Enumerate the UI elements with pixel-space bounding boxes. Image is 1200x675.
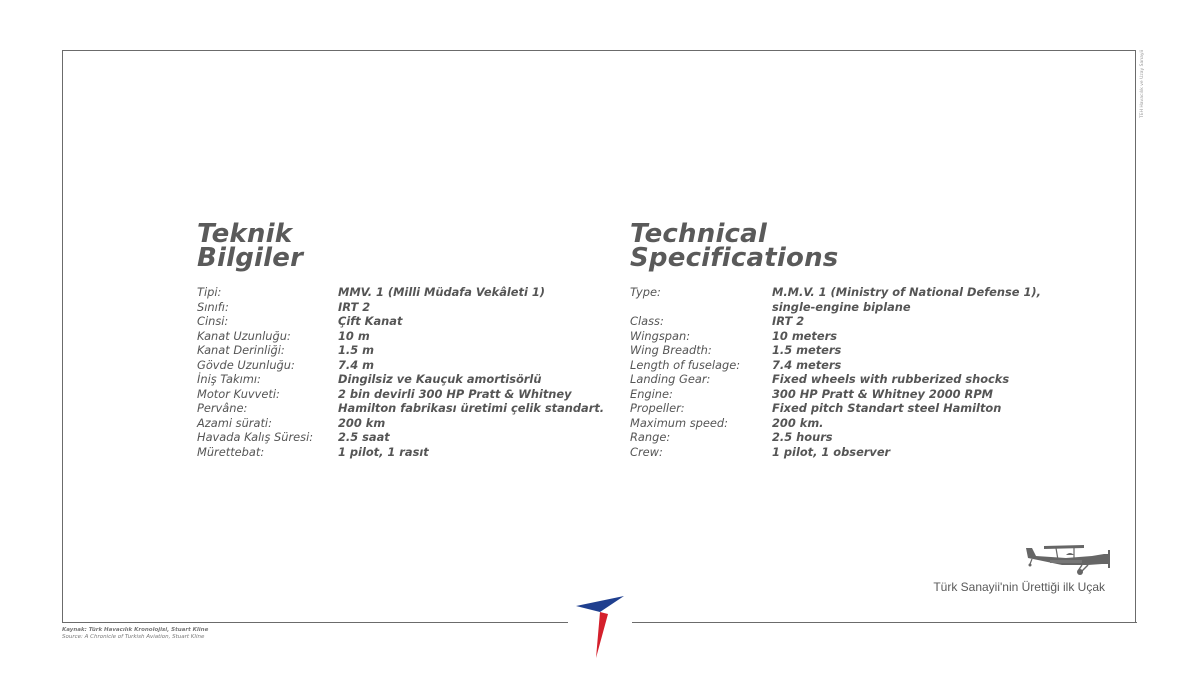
heading-english: Technical Specifications [630, 219, 839, 273]
caption: Türk Sanayii'nin Ürettiği ilk Uçak [933, 580, 1105, 594]
spec-label: İniş Takımı: [197, 372, 261, 386]
content-frame [62, 50, 1136, 622]
source-turkish: Kaynak: Türk Havacılık Kronolojisi, Stua… [62, 627, 209, 633]
source-english: Source: A Chronicle of Turkish Aviation,… [62, 634, 205, 640]
heading-line: Specifications [630, 243, 839, 273]
spec-value: IRT 2 [338, 299, 371, 314]
spec-label: Sınıfı: [197, 299, 229, 314]
spec-label: Tipi: [197, 285, 222, 299]
spec-row: Engine: 300 HP Pratt & Whitney 2000 RPM [630, 387, 1090, 402]
spec-value: Hamilton fabrikası üretimi çelik standar… [338, 401, 605, 415]
heading-line: Technical [630, 219, 768, 249]
brand-logo-icon [576, 596, 624, 658]
spec-label: Motor Kuvveti: [197, 386, 280, 401]
frame-bottom-left [62, 622, 568, 623]
spec-label: Kanat Uzunluğu: [197, 328, 291, 343]
spec-value: 300 HP Pratt & Whitney 2000 RPM [772, 386, 994, 401]
source-note: Kaynak: Türk Havacılık Kronolojisi, Stua… [62, 627, 208, 641]
spec-value: Fixed wheels with rubberized shocks [772, 372, 1010, 386]
spec-row: Wing Breadth: 1.5 meters [630, 343, 1090, 358]
spec-value: 2.5 saat [338, 430, 390, 444]
specs-list-turkish: Tipi: MMV. 1 (Milli Müdafa Vekâleti 1) Sı… [197, 285, 604, 460]
spec-value: 7.4 m [338, 357, 375, 372]
spec-value: 2 bin devirli 300 HP Pratt & Whitney [338, 386, 572, 401]
spec-row: Tipi: MMV. 1 (Milli Müdafa Vekâleti 1) [197, 285, 597, 300]
spec-value: 2.5 hours [772, 430, 833, 444]
frame-bottom-right [632, 622, 1137, 623]
spec-row: Landing Gear: Fixed wheels with rubberize… [630, 372, 1090, 387]
spec-value: 1.5 meters [772, 343, 842, 357]
spec-label: Havada Kalış Süresi: [197, 430, 314, 444]
spec-label: Range: [630, 430, 671, 444]
spec-row: Cinsi: Çift Kanat [197, 314, 597, 329]
spec-value: 10 meters [772, 328, 837, 343]
spec-row: Range: 2.5 hours [630, 430, 1090, 445]
biplane-icon [1026, 545, 1110, 575]
spec-label: Gövde Uzunluğu: [197, 357, 295, 372]
spec-label: Kanat Derinliği: [197, 343, 285, 357]
spec-value: 1 pilot, 1 rasıt [338, 444, 429, 459]
spec-value: Dingilsiz ve Kauçuk amortisörlü [338, 372, 542, 386]
spec-row: Havada Kalış Süresi: 2.5 saat [197, 430, 597, 445]
spec-value: 200 km. [772, 415, 824, 430]
spec-label: Propeller: [630, 401, 685, 415]
spec-value: Çift Kanat [338, 314, 403, 328]
spec-label: Class: [630, 314, 664, 328]
spec-row: Class: IRT 2 [630, 314, 1090, 329]
side-credit: TEH Havacılık ve Uzay Sanayii [1140, 50, 1145, 118]
heading-line: Teknik [197, 219, 293, 249]
spec-row: Propeller: Fixed pitch Standart steel Ham… [630, 401, 1090, 416]
spec-label: Engine: [630, 386, 673, 401]
spec-row: Length of fuselage: 7.4 meters [630, 358, 1090, 373]
spec-value: M.M.V. 1 (Ministry of National Defense 1… [772, 285, 1041, 314]
spec-value: 10 m [338, 328, 370, 343]
spec-label: Crew: [630, 444, 663, 459]
spec-label: Wingspan: [630, 328, 691, 343]
spec-label: Maximum speed: [630, 415, 728, 430]
spec-row: Pervâne: Hamilton fabrikası üretimi çelik… [197, 401, 604, 416]
spec-row: Kanat Uzunluğu: 10 m [197, 329, 597, 344]
spec-value: 1 pilot, 1 observer [772, 444, 891, 459]
specs-list-english: Type: M.M.V. 1 (Ministry of National Defe… [630, 285, 1090, 459]
spec-row: Sınıfı: IRT 2 [197, 300, 597, 315]
spec-row: Type: M.M.V. 1 (Ministry of National Defe… [630, 285, 1090, 314]
spec-row: Maximum speed: 200 km. [630, 416, 1090, 431]
heading-turkish: Teknik Bilgiler [197, 219, 304, 273]
spec-value: 1.5 m [338, 343, 375, 357]
spec-row: Azami sürati: 200 km [197, 416, 597, 431]
spec-label: Mürettebat: [197, 444, 265, 459]
spec-value: MMV. 1 (Milli Müdafa Vekâleti 1) [338, 285, 545, 299]
spec-label: Azami sürati: [197, 415, 272, 430]
spec-row: Mürettebat: 1 pilot, 1 rasıt [197, 445, 597, 460]
spec-value: 7.4 meters [772, 357, 842, 372]
heading-line: Bilgiler [197, 243, 304, 273]
spec-value: 200 km [338, 415, 386, 430]
spec-row: Motor Kuvveti: 2 bin devirli 300 HP Pratt… [197, 387, 597, 402]
spec-label: Landing Gear: [630, 372, 711, 386]
spec-row: Kanat Derinliği: 1.5 m [197, 343, 597, 358]
spec-label: Length of fuselage: [630, 357, 741, 372]
spec-row: İniş Takımı: Dingilsiz ve Kauçuk amortisö… [197, 372, 597, 387]
spec-value: IRT 2 [772, 314, 805, 328]
spec-label: Pervâne: [197, 401, 248, 415]
spec-row: Wingspan: 10 meters [630, 329, 1090, 344]
spec-row: Crew: 1 pilot, 1 observer [630, 445, 1090, 460]
spec-value: Fixed pitch Standart steel Hamilton [772, 401, 1002, 415]
spec-row: Gövde Uzunluğu: 7.4 m [197, 358, 597, 373]
spec-label: Type: [630, 285, 661, 299]
spec-label: Wing Breadth: [630, 343, 712, 357]
spec-label: Cinsi: [197, 314, 229, 328]
